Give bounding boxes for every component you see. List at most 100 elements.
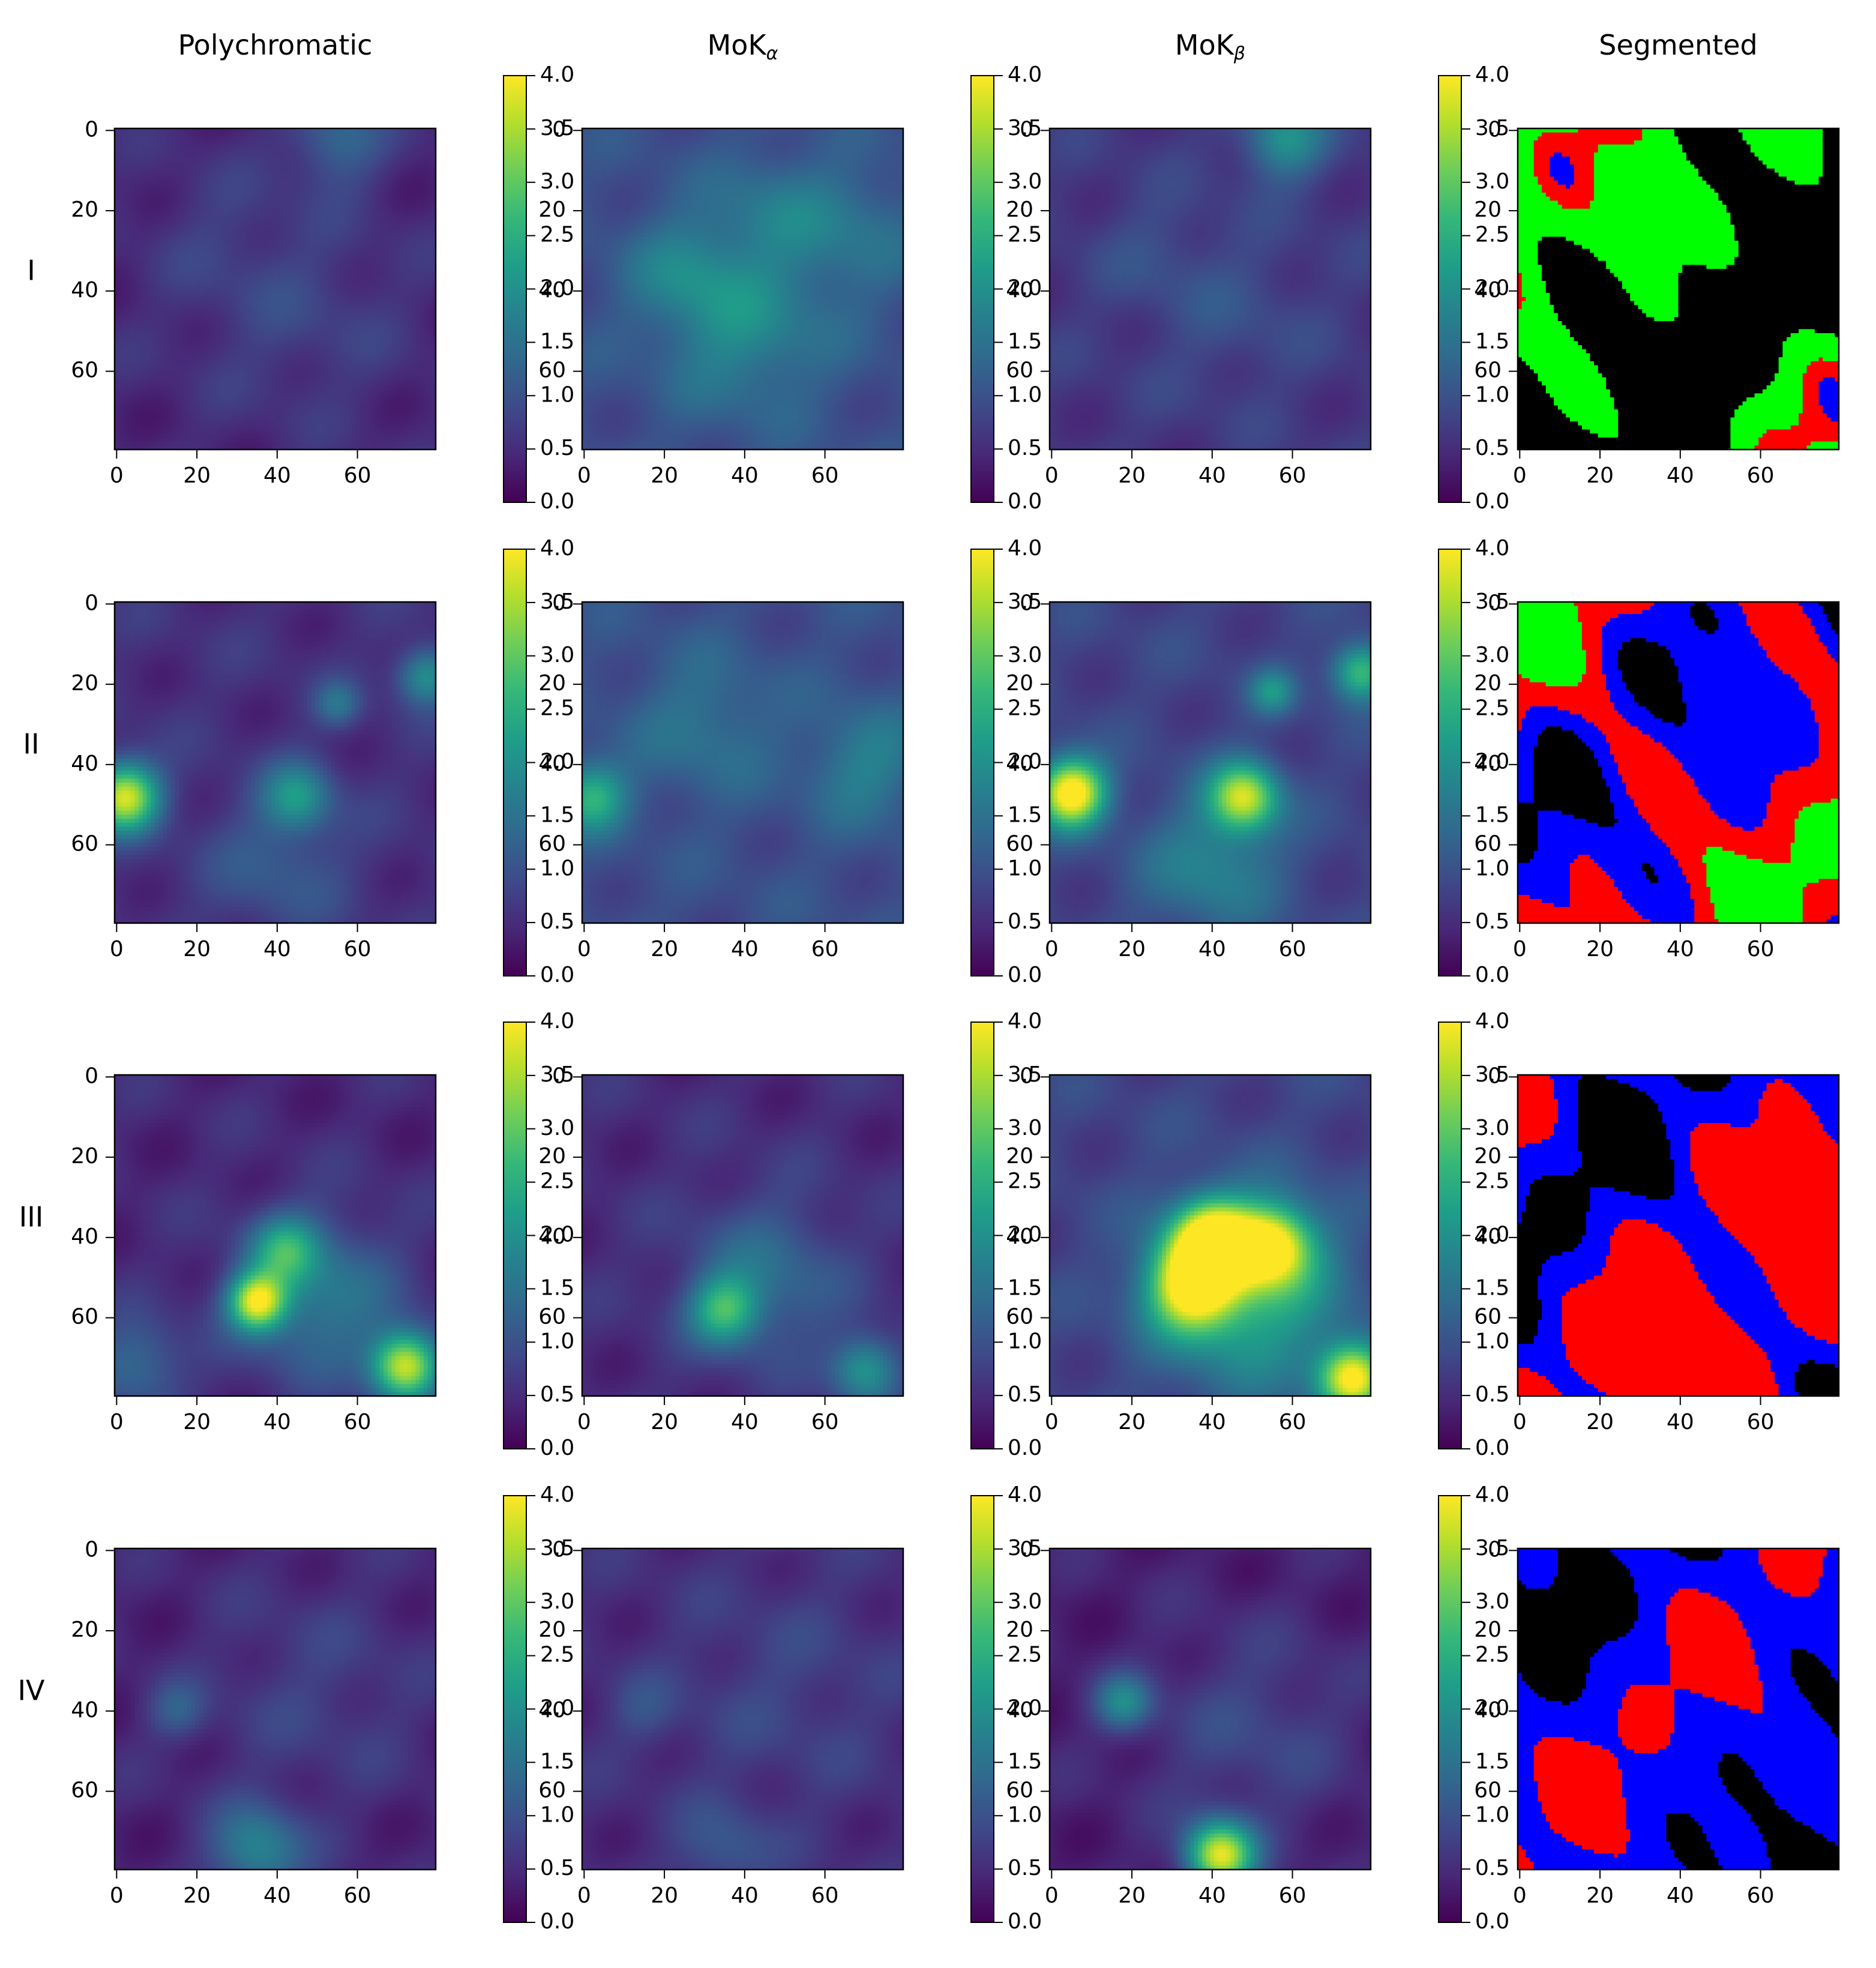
heatmap-cell bbox=[119, 181, 123, 185]
heatmap-cell bbox=[223, 157, 227, 161]
row-label: I bbox=[27, 254, 35, 287]
heatmap-cell bbox=[364, 145, 368, 149]
heatmap-cell bbox=[388, 133, 392, 137]
heatmap-cell bbox=[259, 164, 263, 169]
heatmap-cell bbox=[215, 157, 219, 161]
heatmap-cell bbox=[151, 140, 155, 145]
heatmap-cell bbox=[131, 140, 135, 145]
heatmap-cell bbox=[347, 152, 352, 157]
heatmap-cell bbox=[303, 152, 307, 157]
heatmap-cell bbox=[371, 133, 376, 137]
heatmap-cell bbox=[331, 161, 335, 165]
heatmap-cell bbox=[355, 173, 359, 177]
heatmap-cell bbox=[295, 140, 299, 145]
heatmap-cell bbox=[379, 164, 383, 169]
heatmap-cell bbox=[327, 133, 331, 137]
heatmap-cell bbox=[419, 176, 424, 181]
heatmap-cell bbox=[143, 145, 147, 149]
heatmap-cell bbox=[163, 157, 167, 161]
heatmap-cell bbox=[283, 136, 287, 140]
heatmap-cell bbox=[239, 152, 243, 157]
heatmap-cell bbox=[179, 140, 183, 145]
heatmap-cell bbox=[191, 169, 195, 173]
heatmap-cell bbox=[187, 136, 191, 140]
heatmap-cell bbox=[428, 152, 432, 157]
heatmap-cell bbox=[412, 176, 416, 181]
heatmap-cell bbox=[271, 173, 275, 177]
heatmap-cell bbox=[155, 133, 159, 137]
heatmap-cell bbox=[211, 173, 215, 177]
heatmap-cell bbox=[311, 140, 316, 145]
heatmap-cell bbox=[131, 136, 135, 140]
heatmap-cell bbox=[359, 133, 364, 137]
heatmap-cell bbox=[364, 164, 368, 169]
heatmap-cell bbox=[428, 136, 432, 140]
heatmap-cell bbox=[424, 152, 428, 157]
heatmap-cell bbox=[331, 148, 335, 152]
heatmap-cell bbox=[395, 164, 400, 169]
heatmap-cell bbox=[376, 148, 380, 152]
heatmap-cell bbox=[327, 148, 331, 152]
heatmap-cell bbox=[163, 152, 167, 157]
heatmap-cell bbox=[263, 181, 267, 185]
heatmap-cell bbox=[251, 161, 255, 165]
heatmap-cell bbox=[151, 169, 155, 173]
heatmap-cell bbox=[359, 148, 364, 152]
heatmap-cell bbox=[388, 157, 392, 161]
heatmap-cell bbox=[195, 173, 199, 177]
heatmap-cell bbox=[275, 181, 280, 185]
heatmap-cell bbox=[291, 152, 295, 157]
heatmap-cell bbox=[127, 145, 131, 149]
heatmap-cell bbox=[247, 164, 251, 169]
heatmap-cell bbox=[419, 133, 424, 137]
heatmap-cell bbox=[147, 140, 151, 145]
heatmap-cell bbox=[179, 181, 183, 185]
heatmap-cell bbox=[227, 152, 231, 157]
heatmap-cell bbox=[195, 157, 199, 161]
heatmap-cell bbox=[151, 164, 155, 169]
heatmap-cell bbox=[155, 152, 159, 157]
heatmap-cell bbox=[227, 169, 231, 173]
heatmap-cell bbox=[271, 136, 275, 140]
heatmap-cell bbox=[159, 169, 163, 173]
heatmap-cell bbox=[400, 176, 404, 181]
heatmap-cell bbox=[404, 164, 408, 169]
heatmap-cell bbox=[235, 140, 239, 145]
heatmap-cell bbox=[347, 169, 352, 173]
heatmap-cell bbox=[267, 164, 271, 169]
heatmap-cell bbox=[122, 173, 127, 177]
heatmap-cell bbox=[371, 140, 376, 145]
heatmap-cell bbox=[171, 145, 175, 149]
heatmap-cell bbox=[223, 148, 227, 152]
heatmap-cell bbox=[163, 133, 167, 137]
heatmap-cell bbox=[171, 161, 175, 165]
heatmap-cell bbox=[383, 169, 388, 173]
heatmap-cell bbox=[239, 157, 243, 161]
heatmap-cell bbox=[355, 136, 359, 140]
heatmap-cell bbox=[404, 133, 408, 137]
heatmap-cell bbox=[151, 173, 155, 177]
heatmap-cell bbox=[195, 140, 199, 145]
heatmap-cell bbox=[371, 161, 376, 165]
heatmap-cell bbox=[143, 176, 147, 181]
heatmap-cell bbox=[259, 157, 263, 161]
heatmap-cell bbox=[347, 140, 352, 145]
heatmap-cell bbox=[371, 173, 376, 177]
heatmap-cell bbox=[139, 176, 143, 181]
heatmap-cell bbox=[263, 136, 267, 140]
column-title: Segmented bbox=[1599, 29, 1758, 61]
heatmap-cell bbox=[319, 157, 323, 161]
heatmap-cell bbox=[315, 157, 319, 161]
heatmap-cell bbox=[367, 148, 371, 152]
heatmap-cell bbox=[352, 161, 356, 165]
heatmap-cell bbox=[159, 133, 163, 137]
heatmap-cell bbox=[283, 164, 287, 169]
heatmap-cell bbox=[331, 133, 335, 137]
heatmap-cell bbox=[175, 157, 179, 161]
heatmap-cell bbox=[315, 164, 319, 169]
heatmap-cell bbox=[424, 176, 428, 181]
heatmap-cell bbox=[219, 136, 223, 140]
heatmap-cell bbox=[167, 152, 171, 157]
heatmap-cell bbox=[211, 140, 215, 145]
heatmap-cell bbox=[167, 164, 171, 169]
